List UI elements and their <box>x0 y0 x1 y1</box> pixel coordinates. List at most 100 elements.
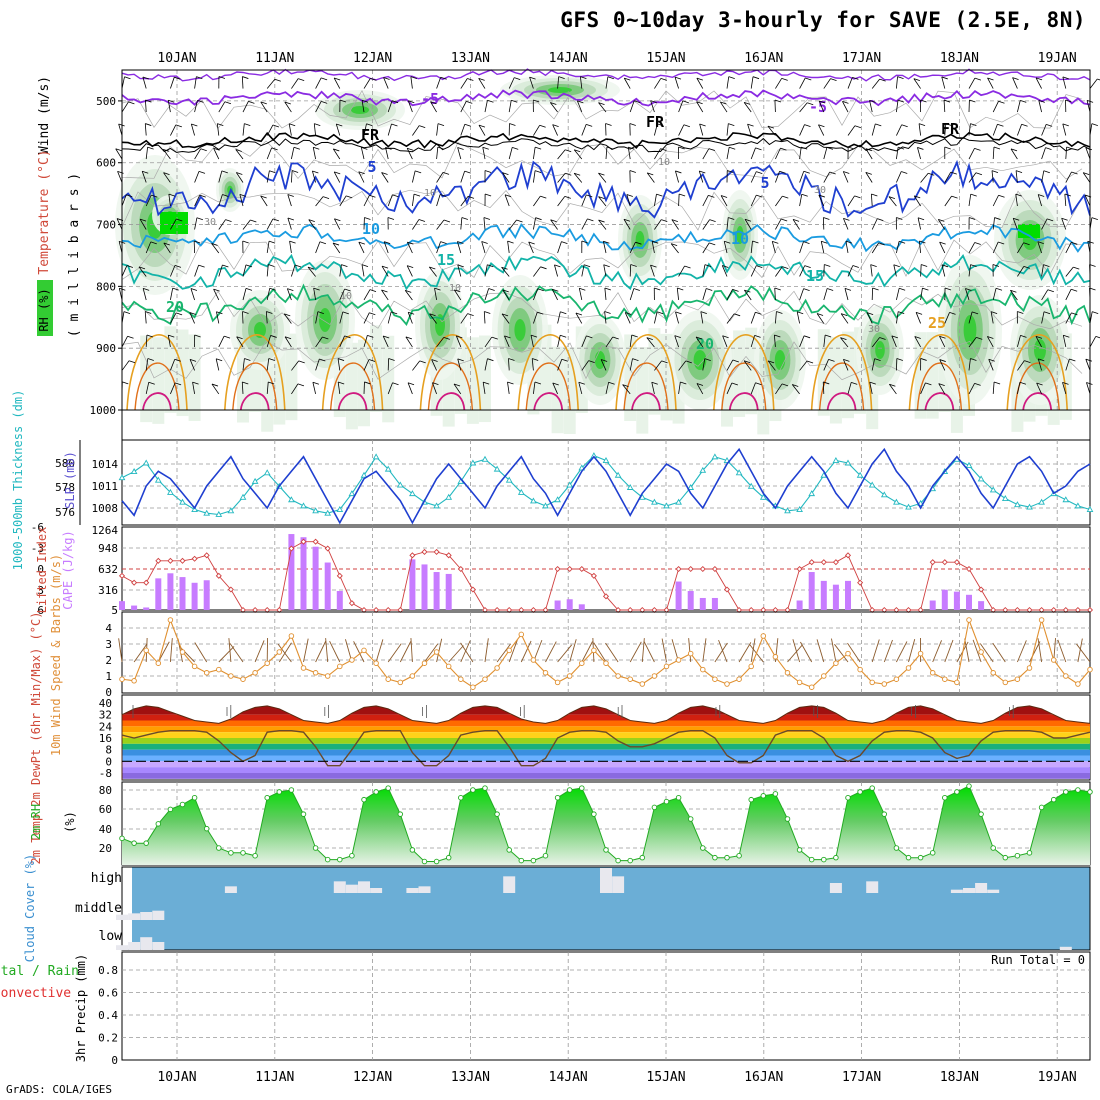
wind-barb <box>842 101 849 113</box>
wind-barb <box>550 219 558 230</box>
wind-barb <box>168 194 171 207</box>
wind-barb <box>1062 382 1067 395</box>
wind-barb <box>992 381 995 394</box>
wind-barb-feather <box>646 337 653 341</box>
temp2m-axis-label: 2m Temp 2m DewPt (6hr Min/Max) (°C) <box>29 612 43 865</box>
rh2m-series-point <box>724 854 730 861</box>
rh2m-series-point <box>833 854 839 861</box>
contour-label: -5 <box>809 98 827 116</box>
wind-barb-feather <box>272 124 280 128</box>
wind-barb-feather <box>216 358 223 362</box>
wind-barb-feather <box>776 311 783 314</box>
wind-barb-feather <box>843 358 850 362</box>
wind-barb <box>818 124 825 136</box>
wind-barb <box>629 100 635 113</box>
wind-barb <box>944 171 952 183</box>
rh2m-unit-label: (%) <box>63 811 77 833</box>
wind10m-speed-series-point <box>482 676 488 682</box>
isotherm-35 <box>239 392 270 411</box>
contour-label: 30 <box>204 217 216 228</box>
wind-barb-feather <box>196 217 204 221</box>
date-label-top: 14JAN <box>549 51 588 66</box>
rh-shading <box>736 226 744 244</box>
wind-barb-feather <box>699 170 706 174</box>
wind-barb <box>118 123 123 136</box>
wind-barb <box>145 147 149 160</box>
wind-barb-feather <box>117 170 124 174</box>
temp-band <box>122 714 1090 721</box>
wind-barb-feather <box>1063 334 1070 338</box>
rh2m-series-point <box>349 852 355 859</box>
rh2m-series-point <box>203 825 210 832</box>
rh2m-series-point <box>228 850 234 856</box>
wind-barb <box>702 264 706 277</box>
wind-barb <box>508 77 515 89</box>
wind-barb <box>406 148 413 160</box>
wind-barb-feather <box>464 123 471 127</box>
wind-barb-feather <box>950 171 957 175</box>
wind-barb <box>460 196 469 207</box>
rh2m-series-point <box>603 847 609 853</box>
wind10m-barb <box>229 643 244 663</box>
wind-barb <box>775 218 782 230</box>
thickness-series-point <box>469 459 477 466</box>
wind-barb <box>987 336 994 348</box>
wind-barb-feather <box>532 358 539 361</box>
wind-barb <box>145 241 152 254</box>
rh2m-series-point <box>966 783 972 789</box>
rh2m-series-point <box>421 858 428 865</box>
wind10m-speed-series-point <box>179 649 186 655</box>
wind-barb <box>315 311 319 324</box>
wind-barb <box>870 194 873 207</box>
wind-barb-feather <box>321 101 328 104</box>
cloud-high-bar <box>418 886 431 893</box>
thickness-series-point <box>1014 501 1021 508</box>
precip-axis-label: 3hr Precip (mm) <box>74 954 88 1062</box>
wind-barb-feather <box>865 171 872 175</box>
wind-barb <box>551 289 558 301</box>
wind-barb-feather <box>728 76 735 80</box>
wind-barb <box>339 335 345 348</box>
wind-barb-feather <box>704 358 711 361</box>
wind-barb <box>363 359 370 371</box>
wind-barb-feather <box>938 219 945 222</box>
lifted-index-series-point <box>566 565 573 573</box>
wind-barb <box>816 313 825 324</box>
rh-shading <box>351 106 369 114</box>
wind-barb-feather <box>629 170 636 173</box>
isotherm-25 <box>615 334 677 411</box>
wind10m-barb <box>424 643 439 663</box>
rh2m-series-point <box>700 845 706 851</box>
wind-barb <box>654 148 661 160</box>
contour-label: 20 <box>166 298 184 316</box>
wind-barb-feather <box>367 335 374 338</box>
wind-barb <box>484 288 490 301</box>
wind-barb <box>291 147 295 160</box>
wind-barb-feather <box>970 123 977 126</box>
rh2m-series-point <box>324 856 331 863</box>
wind-barb-feather <box>368 359 376 362</box>
wind-barb-feather <box>941 264 949 268</box>
wind10m-speed-series-point <box>893 676 900 682</box>
wind-barb-feather <box>896 217 903 220</box>
wind-barb-feather <box>841 313 848 316</box>
wind-barb <box>870 264 873 277</box>
wind10m-barb <box>410 638 413 663</box>
wind-barb-feather <box>1073 266 1080 270</box>
wind-barb <box>167 335 171 348</box>
wind-barb <box>381 289 389 301</box>
wind-barb-feather <box>1062 382 1069 385</box>
wind-barb <box>1010 289 1018 301</box>
wind-barb <box>216 123 220 136</box>
wind-barb-feather <box>1061 217 1068 221</box>
wind-barb <box>213 288 220 301</box>
thickness-series-point <box>856 471 864 478</box>
wind-barb-feather <box>656 193 663 197</box>
wind-barb <box>939 241 946 254</box>
rh2m-series-point <box>167 806 174 813</box>
rh-axis-label: RH (%) <box>37 288 51 331</box>
wind10m-barb <box>448 645 464 663</box>
wind-barb-feather <box>269 287 276 291</box>
wind-barb <box>242 358 245 371</box>
wind-barb <box>387 311 392 324</box>
